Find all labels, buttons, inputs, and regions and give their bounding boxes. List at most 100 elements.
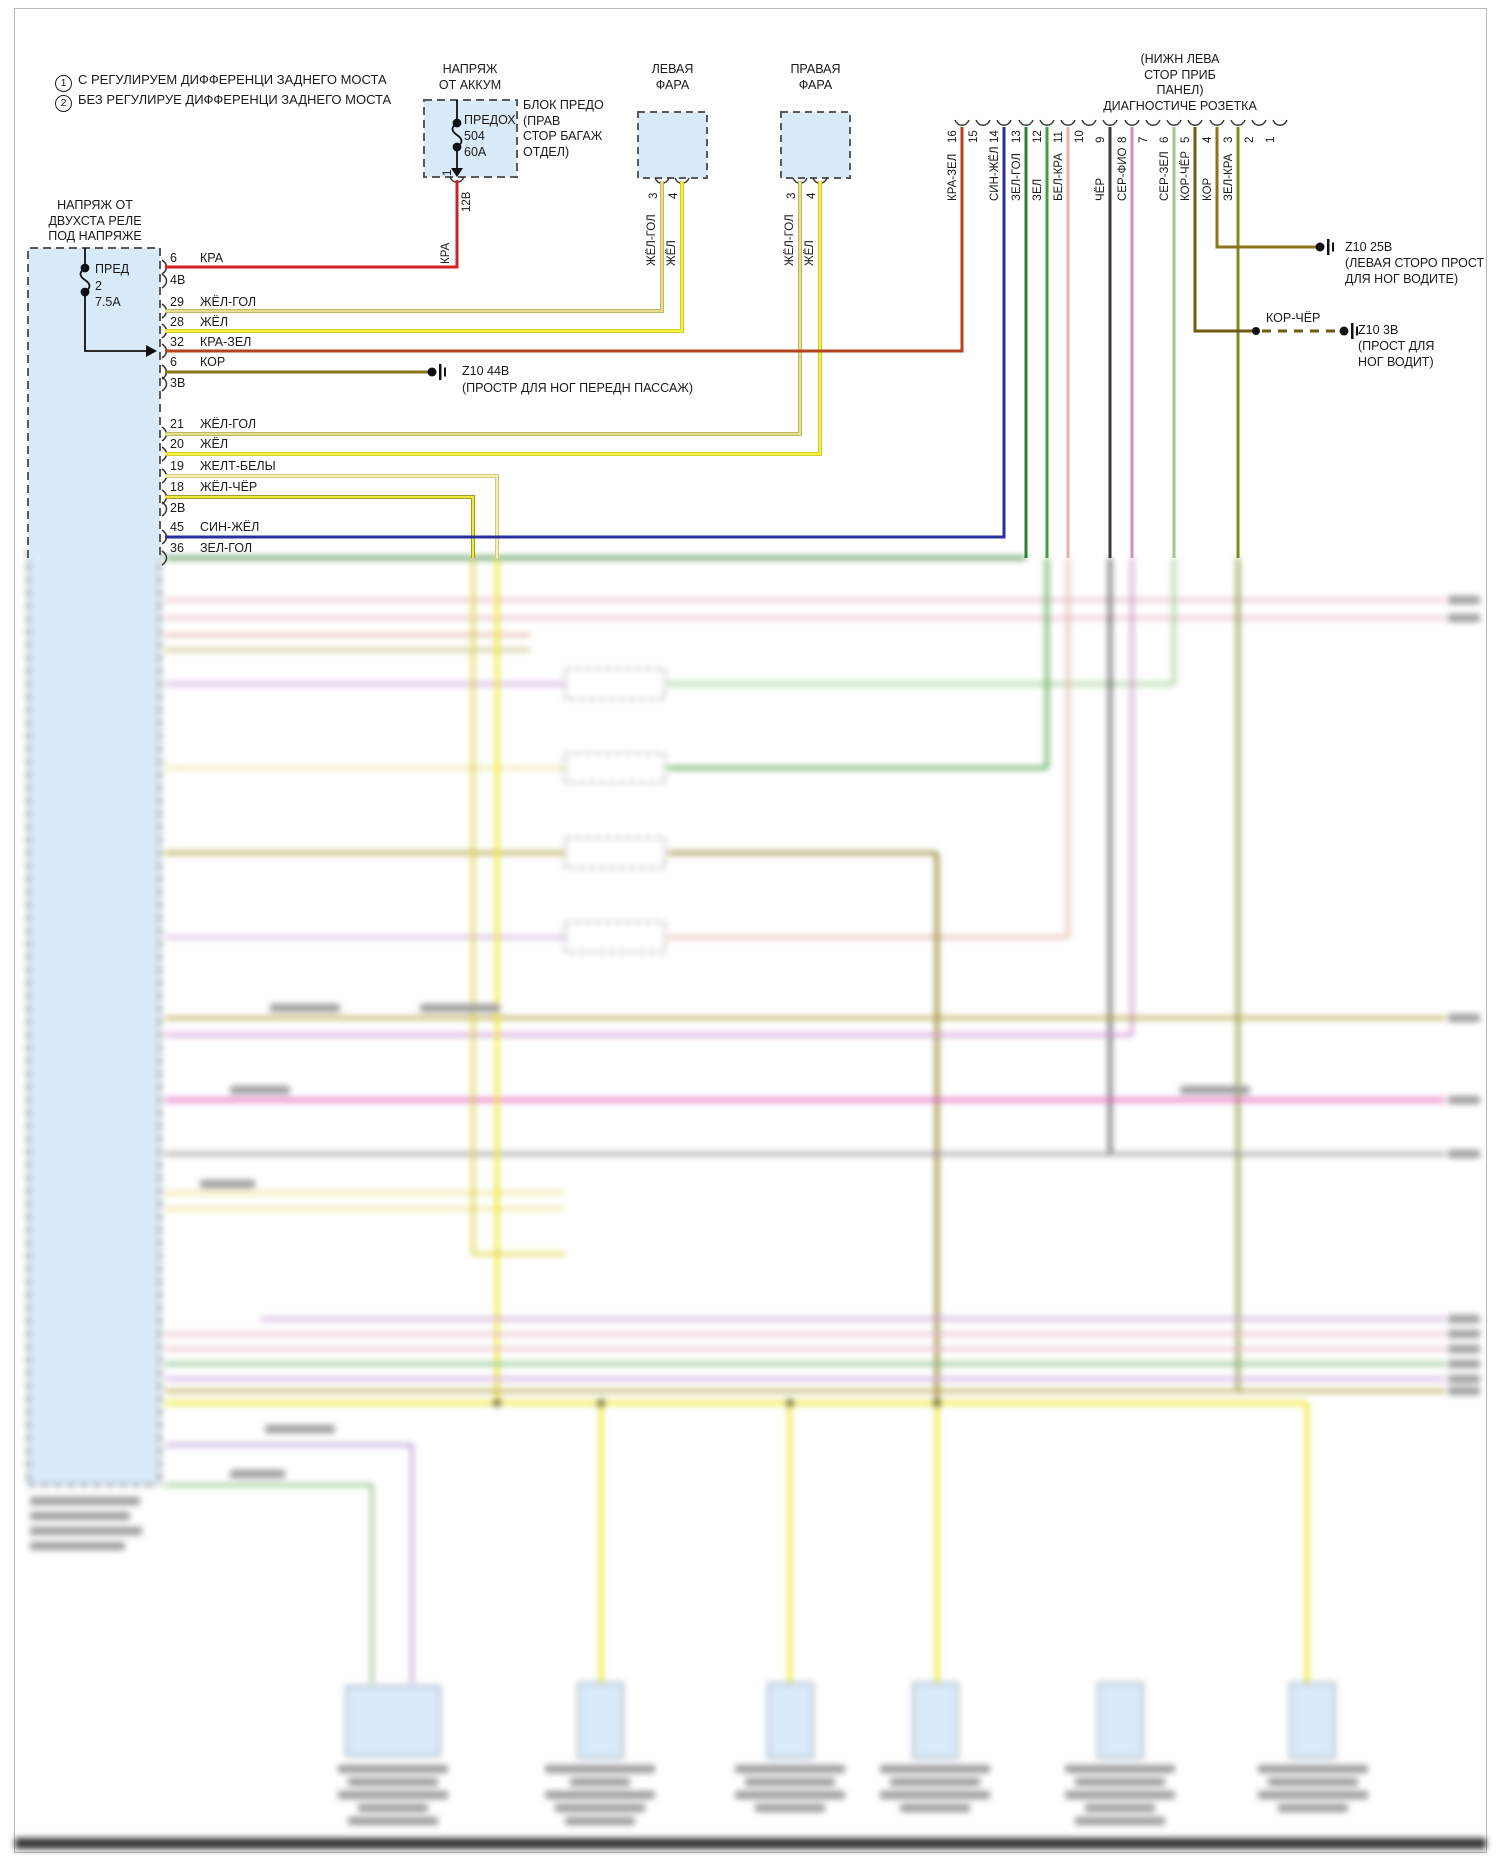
diag-wire-color: КРА-ЗЕЛ — [947, 153, 959, 201]
diag-location-line1: (НИЖН ЛЕВА — [1140, 52, 1220, 66]
wire-zhel-left4 — [165, 181, 684, 333]
wire-kra-zel — [165, 127, 964, 353]
relay-wire-color: ЖЕЛТ-БЕЛЫ — [200, 459, 276, 473]
relay-wire-color: КРА — [200, 251, 224, 265]
relay-pin-number: 45 — [170, 520, 184, 534]
diag-wire-color: СИН-ЖЁЛ — [989, 146, 1001, 201]
ground-z10-25-desc2: ДЛЯ НОГ ВОДИТЕ) — [1345, 272, 1459, 286]
diag-location-line2: СТОР ПРИБ — [1144, 67, 1216, 82]
diag-location-line3: ПАНЕЛ) — [1156, 83, 1204, 97]
relay-source-line3: ПОД НАПРЯЖЕ — [48, 229, 142, 243]
relay-fuse-number: 2 — [95, 279, 102, 293]
wire-kor — [1215, 127, 1316, 249]
wires — [165, 127, 1336, 558]
right-headlamp-box — [780, 111, 851, 179]
diag-wire-color: СЕР-ЗЕЛ — [1159, 151, 1171, 201]
diag-pin-number: 3 — [1223, 136, 1235, 143]
relay-connector-box-lower — [27, 550, 161, 1486]
relay-pin-number: 29 — [170, 295, 184, 309]
ground-z10-3-desc1: (ПРОСТ ДЛЯ — [1358, 339, 1435, 353]
diag-wire-color: ЗЕЛ — [1032, 178, 1044, 201]
diag-connector-header: (НИЖН ЛЕВА СТОР ПРИБ ПАНЕЛ) ДИАГНОСТИЧЕ … — [1040, 52, 1320, 114]
left-headlamp-wire3-color: ЖЁЛ-ГОЛ — [646, 214, 658, 266]
bottom-bar — [15, 1838, 1486, 1849]
battery-fuse-name: ПРЕДОХ — [464, 113, 516, 127]
relay-pin-number: 6 — [170, 251, 177, 265]
wire-zhel-right4 — [165, 181, 822, 456]
ground-z10-44-name: Z10 44В — [462, 364, 510, 378]
relay-pin-number: 6 — [170, 355, 177, 369]
diag-pin-number: 5 — [1180, 136, 1192, 143]
diag-wire-color: ЧЁР — [1095, 177, 1107, 201]
relay-pin-number: 21 — [170, 417, 184, 431]
diag-pin-number: 6 — [1159, 136, 1171, 143]
diag-pin-number: 1 — [1265, 136, 1277, 143]
relay-fuse-rating: 7.5А — [95, 295, 121, 309]
right-headlamp-title-line1: ПРАВАЯ — [790, 62, 841, 76]
relay-source-line1: НАПРЯЖ ОТ — [57, 198, 133, 212]
ground-z10-3-desc2: НОГ ВОДИТ) — [1358, 355, 1434, 369]
left-headlamp-pin4: 4 — [668, 192, 680, 199]
battery-source-line2: ОТ АККУМ — [438, 77, 502, 92]
wire-kra — [165, 180, 459, 269]
right-headlamp-title: ПРАВАЯ ФАРА — [773, 62, 858, 93]
wire-kor-cher — [1193, 127, 1256, 333]
battery-terminal-label: 12В — [461, 191, 473, 212]
battery-location-line3: СТОР БАГАЖ — [523, 129, 603, 143]
diag-wire-color: ЗЕЛ-ГОЛ — [1011, 153, 1023, 201]
diag-connector-title: ДИАГНОСТИЧЕ РОЗЕТКА — [1103, 98, 1257, 113]
battery-fuse-box — [423, 99, 518, 178]
note-2-text: БЕЗ РЕГУЛИРУЕ ДИФФЕРЕНЦИ ЗАДНЕГО МОСТА — [78, 92, 392, 107]
right-headlamp-wire3-color: ЖЁЛ-ГОЛ — [784, 214, 796, 266]
relay-wire-color: ЖЁЛ-ГОЛ — [200, 417, 257, 431]
ground-z10-44-desc: (ПРОСТР ДЛЯ НОГ ПЕРЕДН ПАССАЖ) — [462, 381, 693, 395]
battery-location-line4: ОТДЕЛ) — [523, 144, 570, 159]
note-1-number: 1 — [55, 75, 72, 92]
relay-wire-color: ЖЁЛ — [200, 437, 229, 451]
relay-pin-number: 19 — [170, 459, 184, 473]
diag-wire-color: БЕЛ-КРА — [1053, 153, 1065, 201]
page-border — [14, 8, 1487, 1853]
diag-pin-number: 10 — [1074, 130, 1086, 143]
diag-pin-number: 8 — [1117, 136, 1129, 143]
ground-z10-25 — [1315, 239, 1334, 255]
relay-pin-number: 36 — [170, 541, 184, 555]
battery-location-line1: БЛОК ПРЕДО — [523, 98, 604, 112]
left-headlamp-wire4-color: ЖЁЛ — [666, 240, 678, 266]
battery-location-line2: (ПРАВ — [523, 113, 561, 128]
relay-pin-number: 28 — [170, 315, 184, 329]
battery-fuse-symbol — [451, 100, 463, 177]
junction-dot — [1252, 327, 1260, 335]
wire-zhelt-bely — [165, 474, 499, 558]
diag-pin-number: 2 — [1244, 136, 1256, 143]
diag-pin-number: 15 — [968, 130, 980, 143]
battery-fuse-rating: 60А — [464, 145, 487, 159]
diag-pin-number: 12 — [1032, 130, 1044, 143]
relay-fuse-symbol — [79, 248, 157, 357]
relay-pin-number: 18 — [170, 480, 184, 494]
left-headlamp-title-line1: ЛЕВАЯ — [651, 62, 694, 76]
diag-pin-number: 13 — [1011, 130, 1023, 143]
battery-source-line1: НАПРЯЖ — [442, 62, 498, 76]
relay-source-label: НАПРЯЖ ОТ ДВУХСТА РЕЛЕ ПОД НАПРЯЖЕ — [15, 198, 175, 245]
note-2: 2 БЕЗ РЕГУЛИРУЕ ДИФФЕРЕНЦИ ЗАДНЕГО МОСТА — [55, 92, 391, 112]
left-headlamp-title: ЛЕВАЯ ФАРА — [630, 62, 715, 93]
relay-wire-color: ЖЁЛ-ГОЛ — [200, 295, 257, 309]
blurred-text-bars — [30, 596, 1480, 1825]
relay-wire-color: ЖЁЛ-ЧЁР — [200, 480, 258, 494]
relay-connector-box — [27, 247, 161, 558]
diag-pin-number: 16 — [947, 130, 959, 143]
right-headlamp-title-line2: ФАРА — [798, 77, 833, 92]
relay-wire-color: КРА-ЗЕЛ — [200, 335, 252, 349]
note-1: 1 С РЕГУЛИРУЕМ ДИФФЕРЕНЦИ ЗАДНЕГО МОСТА — [55, 72, 387, 92]
wire-sin-zhel — [165, 127, 1006, 539]
diag-wire-color: КОР-ЧЁР — [1180, 150, 1192, 201]
relay-terminal-label: 3В — [170, 376, 186, 390]
relay-terminal-label: 4В — [170, 273, 186, 287]
relay-wire-color: ЖЁЛ — [200, 315, 229, 329]
ground-z10-25-name: Z10 25В — [1345, 240, 1393, 254]
diag-pin-number: 9 — [1095, 136, 1107, 143]
ground-z10-3 — [1339, 323, 1358, 339]
diag-pin-number: 4 — [1202, 136, 1214, 143]
